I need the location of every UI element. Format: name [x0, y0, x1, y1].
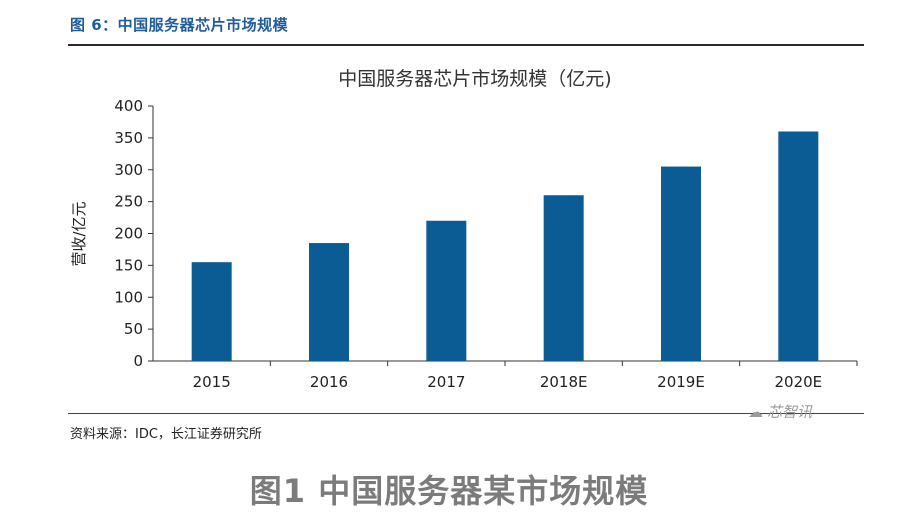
- x-tick-label: 2019E: [657, 373, 705, 391]
- bar-chart: 中国服务器芯片市场规模（亿元) 营收/亿元 0 50 100 150 200 250 300…: [70, 68, 858, 391]
- bar-2017: [426, 220, 467, 361]
- y-tick-label: 150: [114, 256, 143, 274]
- figure-label: 图 6：中国服务器芯片市场规模: [70, 16, 289, 34]
- bar-2020E: [778, 131, 819, 361]
- top-divider: [68, 44, 864, 46]
- x-tick-label: 2015: [193, 373, 231, 391]
- y-tick-label: 300: [114, 161, 143, 179]
- watermark: ☁ 芯智讯: [748, 401, 812, 422]
- y-axis-label: 营收/亿元: [70, 201, 88, 266]
- y-tick-label: 50: [124, 320, 143, 338]
- axes: 0 50 100 150 200 250 300 350 400 2015 2016 2017 2018…: [114, 97, 858, 391]
- x-tick-label: 2020E: [775, 373, 823, 391]
- x-tick-label: 2016: [310, 373, 348, 391]
- wechat-icon: ☁: [748, 403, 763, 421]
- figure-caption: 图1 中国服务器某市场规模: [249, 472, 649, 510]
- y-tick-label: 100: [114, 288, 143, 306]
- source-note: 资料来源：IDC，长江证券研究所: [70, 427, 262, 442]
- y-tick-label: 0: [133, 352, 143, 370]
- bar-2015: [191, 262, 232, 361]
- bar-2016: [309, 243, 349, 361]
- y-tick-label: 400: [114, 97, 143, 115]
- x-tick-label: 2018E: [540, 373, 588, 391]
- y-tick-label: 200: [114, 225, 143, 243]
- bars-group: [191, 131, 819, 361]
- y-tick-label: 350: [114, 129, 143, 147]
- x-tick-label: 2017: [427, 373, 465, 391]
- bottom-divider: [68, 413, 864, 414]
- y-tick-label: 250: [114, 193, 143, 211]
- bar-2019E: [661, 166, 701, 361]
- bar-2018E: [543, 195, 584, 361]
- watermark-text: 芯智讯: [767, 403, 813, 421]
- chart-title: 中国服务器芯片市场规模（亿元): [338, 68, 611, 90]
